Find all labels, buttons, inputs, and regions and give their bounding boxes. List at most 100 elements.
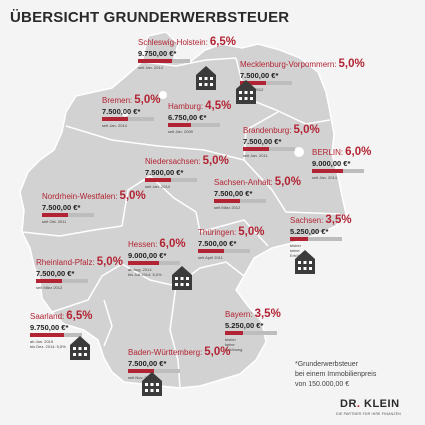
state-label-th: Thüringen: 5,0% 7.500,00 €* seit April 2011 bbox=[198, 224, 264, 260]
state-label-hh: Hamburg: 4,5% 6.750,00 €* seit Jan. 2009 bbox=[168, 98, 231, 134]
rate-bar bbox=[145, 178, 197, 182]
state-since-line: ab Jan. 2015 bbox=[30, 339, 54, 344]
state-rate: 5,0% bbox=[134, 94, 161, 106]
state-label-nw: Nordrhein-Westfalen: 5,0% 7.500,00 €* seit … bbox=[42, 188, 146, 224]
state-heading: Brandenburg: 5,0% bbox=[243, 122, 320, 137]
house-icon bbox=[295, 250, 315, 274]
state-heading: Saarland: 6,5% bbox=[30, 308, 92, 323]
state-since: ab Aug. 2014 bis Juli 2014: 5,0% bbox=[128, 267, 186, 277]
state-rate: 4,5% bbox=[205, 100, 232, 112]
state-since: seit April 2011 bbox=[198, 255, 264, 260]
state-since: seit Jan. 2014 bbox=[145, 184, 229, 189]
state-since: seit Jan. 2009 bbox=[168, 129, 231, 134]
rate-bar-fill bbox=[225, 331, 243, 335]
state-amount: 7.500,00 €* bbox=[42, 203, 81, 212]
state-heading: Nordrhein-Westfalen: 5,0% bbox=[42, 188, 146, 203]
state-heading: Sachsen-Anhalt: 5,0% bbox=[214, 174, 301, 189]
state-heading: Rheinland-Pfalz: 5,0% bbox=[36, 254, 123, 269]
state-rate: 5,0% bbox=[338, 58, 365, 70]
state-rate: 6,0% bbox=[159, 238, 186, 250]
state-since-line: Erhöhung bbox=[225, 347, 243, 352]
state-since-line: seit Jan. 2011 bbox=[243, 153, 268, 158]
state-label-bw: Baden-Württemberg: 5,0% 7.500,00 €* seit No… bbox=[128, 344, 230, 380]
rate-bar bbox=[214, 199, 266, 203]
state-amount: 5.250,00 €* bbox=[290, 227, 329, 236]
state-label-mv: Mecklenburg-Vorpommern:5,0%7.500,00 €*se… bbox=[240, 56, 365, 92]
rate-bar-fill bbox=[128, 369, 154, 373]
rate-bar-fill bbox=[243, 147, 269, 151]
state-amount: 7.500,00 €* bbox=[214, 189, 253, 198]
state-border bbox=[199, 219, 269, 247]
state-name: Nordrhein-Westfalen: bbox=[42, 192, 118, 201]
rate-bar bbox=[225, 331, 277, 335]
state-name: Rheinland-Pfalz: bbox=[36, 258, 95, 267]
state-amount: 7.500,00 €* bbox=[128, 359, 167, 368]
rate-bar-fill bbox=[36, 279, 62, 283]
rate-bar-fill bbox=[102, 117, 128, 121]
state-amount: 7.500,00 €* bbox=[240, 71, 279, 80]
state-rate: 6,5% bbox=[209, 36, 237, 48]
house-icon bbox=[196, 66, 216, 90]
state-since-line: seit Jan. 2014 bbox=[138, 65, 163, 70]
state-heading: Sachsen: 3,5% bbox=[290, 212, 352, 227]
state-since-line: bisher bbox=[225, 337, 236, 342]
state-rate: 5,0% bbox=[96, 256, 123, 268]
state-amount: 7.500,00 €* bbox=[198, 239, 237, 248]
state-heading: Schleswig-Holstein: 6,5% bbox=[138, 34, 236, 49]
page-title: ÜBERSICHT GRUNDERWERBSTEUER bbox=[10, 9, 290, 26]
state-since: seit März 2012 bbox=[214, 205, 301, 210]
rate-bar-fill bbox=[168, 123, 191, 127]
city-marker-berlin bbox=[294, 147, 304, 157]
state-since-line: Erhöhung bbox=[290, 253, 308, 258]
state-label-sh: Schleswig-Holstein: 6,5% 9.750,00 €* seit J… bbox=[138, 34, 236, 70]
house-icon bbox=[142, 372, 162, 396]
state-rate: 3,5% bbox=[254, 308, 281, 320]
state-rate: 5,0% bbox=[202, 155, 229, 167]
rate-bar-fill bbox=[198, 249, 224, 253]
state-amount: 7.500,00 €* bbox=[145, 168, 184, 177]
state-label-be: BERLIN: 6,0% 9.000,00 €* seit Jan. 2014 bbox=[312, 144, 371, 180]
state-border bbox=[51, 261, 245, 313]
state-rate: 3,5% bbox=[325, 214, 352, 226]
rate-bar bbox=[240, 81, 292, 85]
state-label-rp: Rheinland-Pfalz: 5,0% 7.500,00 €* seit März… bbox=[36, 254, 123, 290]
rate-bar bbox=[312, 169, 364, 173]
state-since-line: seit Jan. 2014 bbox=[102, 123, 127, 128]
state-border bbox=[243, 159, 341, 215]
state-since: seit Okt. 2011 bbox=[42, 219, 146, 224]
footnote-line: *Grunderwerbsteuer bbox=[295, 361, 359, 368]
rate-bar bbox=[42, 213, 94, 217]
state-since-line: seit März 2012 bbox=[36, 285, 63, 290]
footnote: *Grunderwerbsteuer bei einem Immobilienp… bbox=[295, 360, 376, 390]
state-rate: 6,0% bbox=[345, 146, 372, 158]
rate-bar-fill bbox=[30, 333, 64, 337]
state-since-line: seit März 2012 bbox=[214, 205, 241, 210]
state-amount: 9.000,00 €* bbox=[312, 159, 351, 168]
state-heading: Baden-Württemberg: 5,0% bbox=[128, 344, 230, 359]
state-name: BERLIN: bbox=[312, 148, 344, 157]
brand-logo: DR. KLEIN bbox=[340, 398, 400, 410]
rate-bar bbox=[30, 333, 82, 337]
rate-bar bbox=[128, 369, 180, 373]
state-since: seit Jan. 2014 bbox=[312, 175, 371, 180]
state-border bbox=[121, 175, 201, 233]
rate-bar-fill bbox=[240, 81, 266, 85]
state-heading: Hamburg: 4,5% bbox=[168, 98, 231, 113]
house-icon bbox=[172, 266, 192, 290]
logo-text-left: DR bbox=[340, 398, 357, 410]
state-since: seit März 2012 bbox=[36, 285, 123, 290]
state-amount: 9.750,00 €* bbox=[138, 49, 177, 58]
state-name: Hessen: bbox=[128, 240, 158, 249]
state-name: Bremen: bbox=[102, 96, 133, 105]
rate-bar bbox=[138, 59, 190, 63]
state-since-line: seit Jan. 2014 bbox=[312, 175, 337, 180]
logo-dot: . bbox=[356, 398, 361, 410]
state-heading: Thüringen: 5,0% bbox=[198, 224, 264, 239]
state-rate: 5,0% bbox=[119, 190, 146, 202]
state-name: Sachsen-Anhalt: bbox=[214, 178, 273, 187]
rate-bar-fill bbox=[138, 59, 172, 63]
state-heading: Bayern: 3,5% bbox=[225, 306, 281, 321]
state-since-line: bisher bbox=[290, 243, 301, 248]
state-label-hb: Bremen: 5,0% 7.500,00 €* seit Jan. 2014 bbox=[102, 92, 160, 128]
state-label-st: Sachsen-Anhalt: 5,0% 7.500,00 €* seit März … bbox=[214, 174, 301, 210]
